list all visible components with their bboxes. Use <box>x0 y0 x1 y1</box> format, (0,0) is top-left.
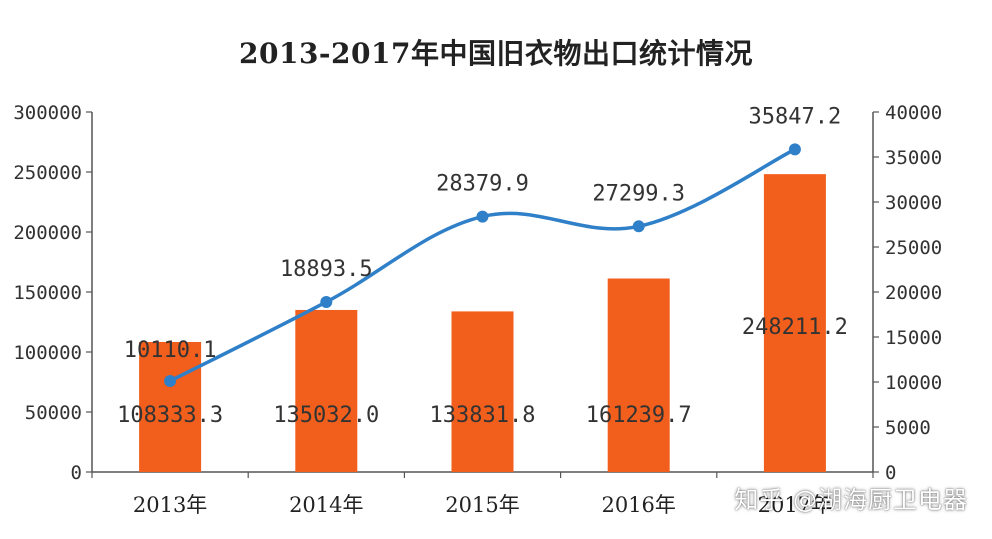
line-data-label: 10110.1 <box>124 338 217 363</box>
y-right-tick-label: 10000 <box>885 372 942 394</box>
y-left-tick-label: 300000 <box>13 102 82 124</box>
y-right-tick-label: 25000 <box>885 237 942 259</box>
y-right-tick-label: 15000 <box>885 327 942 349</box>
y-left-tick-label: 200000 <box>13 222 82 244</box>
bars-layer <box>139 174 826 473</box>
y-right-tick-label: 30000 <box>885 192 942 214</box>
y-left-tick-label: 100000 <box>13 342 82 364</box>
y-left-tick-label: 50000 <box>25 402 82 424</box>
y-right-tick-label: 40000 <box>885 102 942 124</box>
bar <box>763 174 826 473</box>
x-category-label: 2015年 <box>445 493 519 517</box>
y-right-tick-label: 35000 <box>885 147 942 169</box>
bar <box>295 309 358 472</box>
x-category-label: 2016年 <box>601 493 675 517</box>
line-data-label: 35847.2 <box>749 104 842 129</box>
bar-data-label: 108333.3 <box>117 403 223 428</box>
x-category-label: 2014年 <box>289 493 363 517</box>
line-data-label: 18893.5 <box>280 257 373 282</box>
chart-title: 2013-2017年中国旧衣物出口统计情况 <box>239 37 753 70</box>
line-point <box>320 295 333 308</box>
bar-data-label: 133831.8 <box>430 403 536 428</box>
line-data-label: 28379.9 <box>436 172 529 197</box>
y-right-tick-label: 20000 <box>885 282 942 304</box>
bar <box>451 311 514 472</box>
y-left-tick-label: 150000 <box>13 282 82 304</box>
line-point <box>476 210 489 223</box>
y-left-tick-label: 250000 <box>13 162 82 184</box>
line-point <box>788 143 801 156</box>
line-point <box>164 375 177 388</box>
labels-layer: 108333.3 135032.0 133831.8 161239.7 248211.2… <box>117 104 848 428</box>
watermark-text: 知乎 @湖海厨卫电器 <box>734 486 968 514</box>
y-right-tick-label: 0 <box>885 462 896 484</box>
bar <box>607 278 670 472</box>
y-right-tick-label: 5000 <box>885 417 931 439</box>
line-data-label: 27299.3 <box>592 181 685 206</box>
x-category-label: 2017年 <box>758 493 832 517</box>
line-point <box>632 220 645 233</box>
y-left-tick-label: 0 <box>71 462 82 484</box>
line-layer <box>164 143 801 388</box>
bar <box>139 342 202 472</box>
axes-layer: 0 50000 100000 150000 200000 250000 300000 0 500… <box>13 102 942 517</box>
x-category-label: 2013年 <box>133 493 207 517</box>
bar-data-label: 135032.0 <box>273 403 379 428</box>
bar-data-label: 248211.2 <box>742 315 848 340</box>
bar-data-label: 161239.7 <box>586 403 692 428</box>
